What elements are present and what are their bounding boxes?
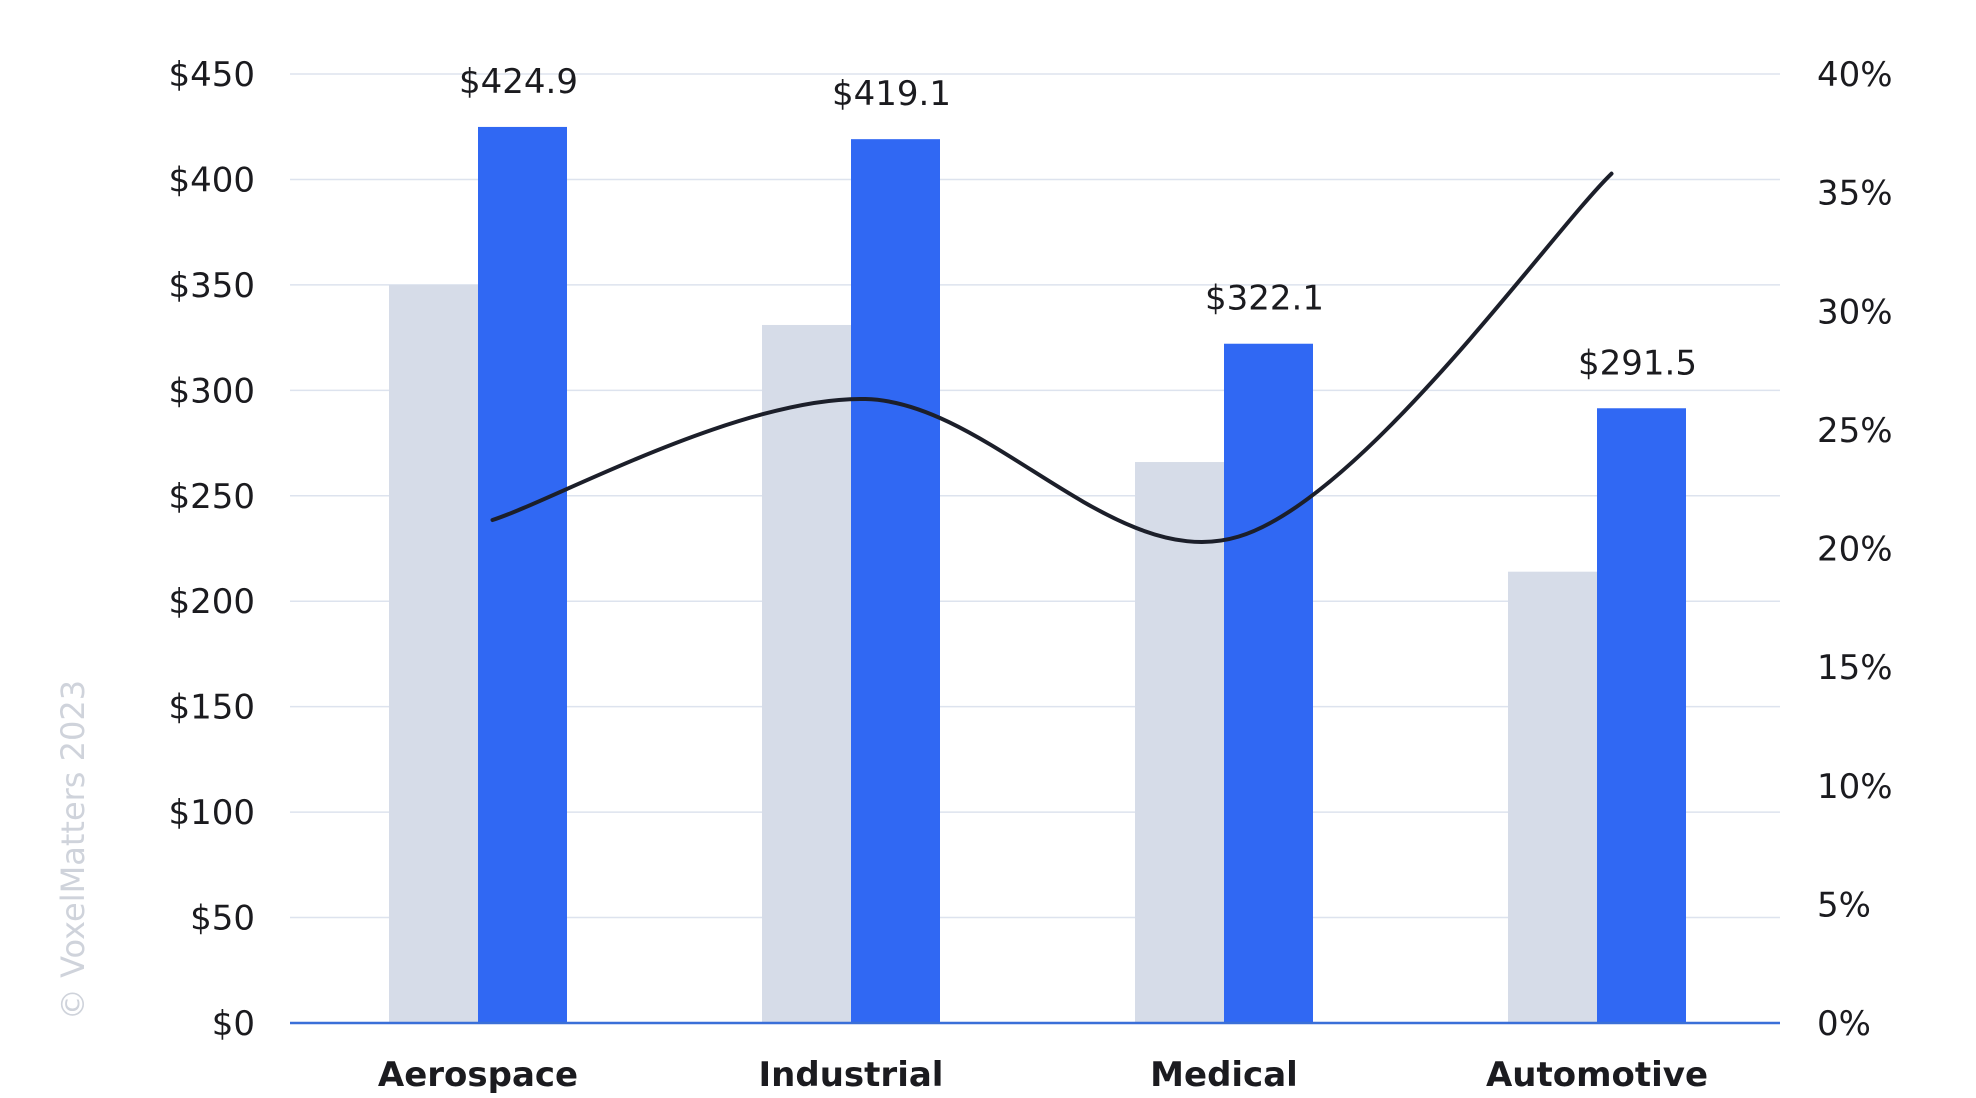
y-right-tick-label: 40%	[1817, 55, 1893, 95]
y-right-tick-label: 30%	[1817, 292, 1893, 332]
y-left-tick-label: $250	[168, 477, 255, 517]
y-left-tick-label: $100	[168, 793, 255, 833]
y-right-tick-label: 0%	[1817, 1004, 1871, 1044]
y-right-tick-label: 15%	[1817, 648, 1893, 688]
y-left-tick-label: $150	[168, 688, 255, 728]
bar-series-2	[851, 139, 940, 1023]
y-left-tick-label: $200	[168, 582, 255, 622]
y-left-tick-label: $450	[168, 55, 255, 95]
y-right-tick-label: 5%	[1817, 885, 1871, 925]
data-label: $424.9	[459, 62, 578, 102]
y-right-tick-label: 20%	[1817, 530, 1893, 570]
y-right-tick-label: 25%	[1817, 411, 1893, 451]
data-label: $419.1	[832, 74, 951, 114]
bar-series-1	[762, 324, 851, 1023]
y-right-tick-label: 10%	[1817, 767, 1893, 807]
x-category-label: Aerospace	[378, 1055, 578, 1095]
bar-series-1	[1508, 571, 1597, 1023]
bar-series-2	[478, 126, 567, 1024]
y-left-tick-label: $300	[168, 371, 255, 411]
y-right-tick-label: 35%	[1817, 174, 1893, 214]
y-left-tick-label: $50	[190, 899, 255, 939]
data-label: $291.5	[1578, 343, 1697, 383]
y-left-tick-label: $400	[168, 160, 255, 200]
bar-series-1	[1135, 462, 1224, 1024]
line-series	[490, 171, 1614, 544]
data-label: $322.1	[1205, 279, 1324, 319]
x-category-label: Industrial	[759, 1055, 944, 1095]
y-left-tick-label: $350	[168, 266, 255, 306]
bar-series-2	[1597, 408, 1686, 1023]
x-category-label: Automotive	[1486, 1055, 1708, 1095]
bar-series-1	[389, 284, 478, 1023]
watermark: © VoxelMatters 2023	[54, 680, 92, 1020]
y-left-tick-label: $0	[212, 1004, 255, 1044]
x-category-label: Medical	[1150, 1055, 1298, 1095]
bar-series-2	[1224, 343, 1313, 1023]
